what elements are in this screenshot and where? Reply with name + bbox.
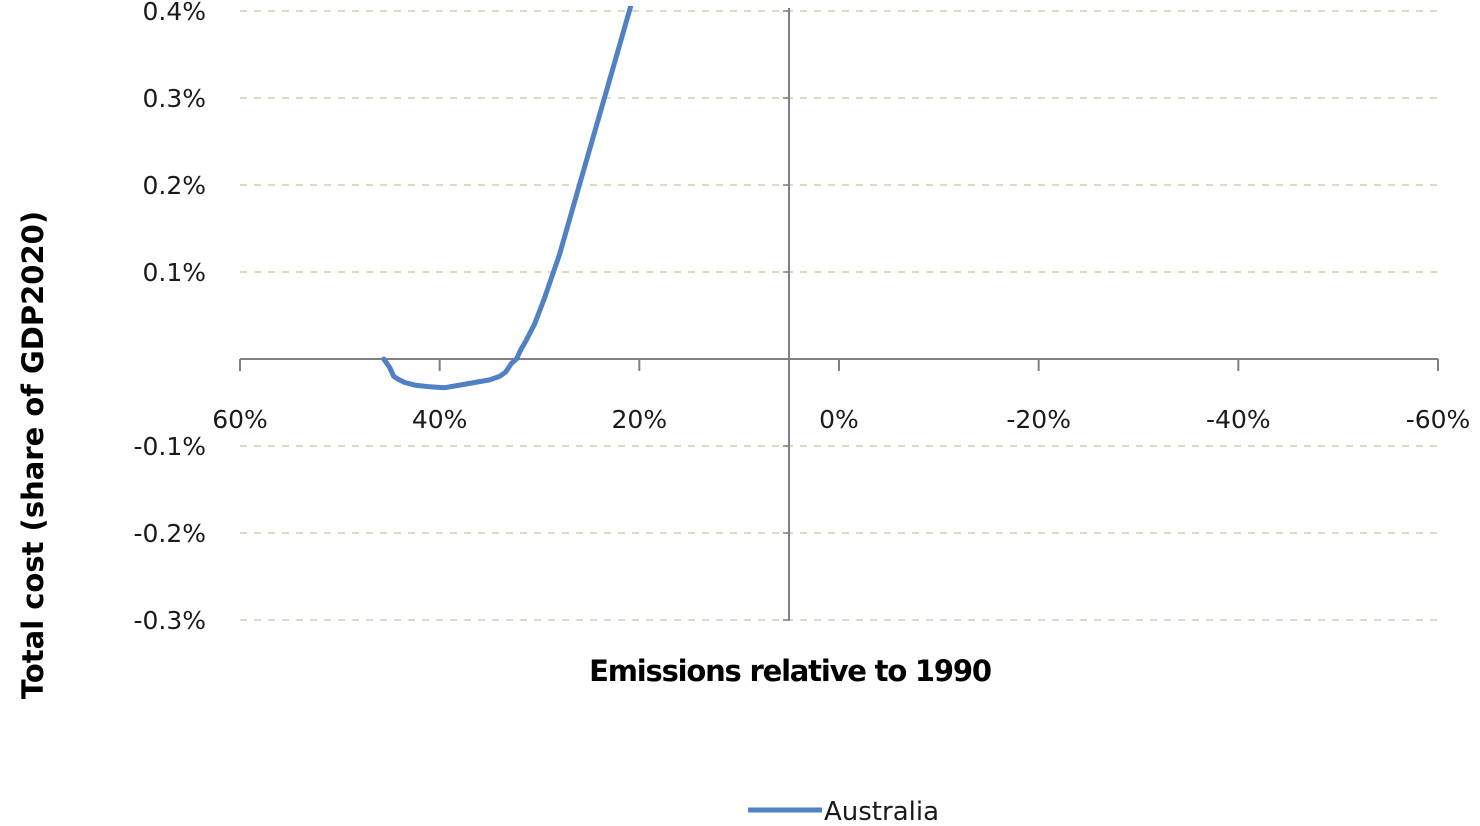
y-tick-label: 0.3% (142, 84, 206, 113)
x-axis-title: Emissions relative to 1990 (589, 654, 991, 688)
x-tick-label: 20% (612, 405, 668, 434)
plot-area (381, 6, 634, 391)
x-tick-label: -40% (1206, 405, 1271, 434)
legend: Australia (748, 797, 939, 826)
y-axis-title: Total cost (share of GDP2020) (16, 211, 50, 699)
x-tick-label: 0% (819, 405, 859, 434)
y-tick-label: 0.2% (142, 171, 206, 200)
x-tick-label: 40% (412, 405, 468, 434)
y-tick-labels: 0.4% 0.3% 0.2% 0.1% -0.1% -0.2% -0.3% (133, 0, 206, 635)
x-tick-label: -60% (1406, 405, 1471, 434)
axes (239, 8, 1439, 621)
y-tick-label: -0.1% (133, 432, 206, 461)
y-tick-label: 0.1% (142, 258, 206, 287)
grid-lines (240, 10, 1438, 621)
legend-label-australia: Australia (824, 797, 939, 826)
y-tick-label: -0.2% (133, 519, 206, 548)
x-tick-label: -20% (1006, 405, 1071, 434)
x-tick-label: 60% (212, 405, 268, 434)
y-tick-label: 0.4% (142, 0, 206, 26)
series-line-australia (381, 6, 634, 391)
x-tick-labels: 60% 40% 20% 0% -20% -40% -60% (212, 405, 1470, 434)
y-tick-label: -0.3% (133, 606, 206, 635)
